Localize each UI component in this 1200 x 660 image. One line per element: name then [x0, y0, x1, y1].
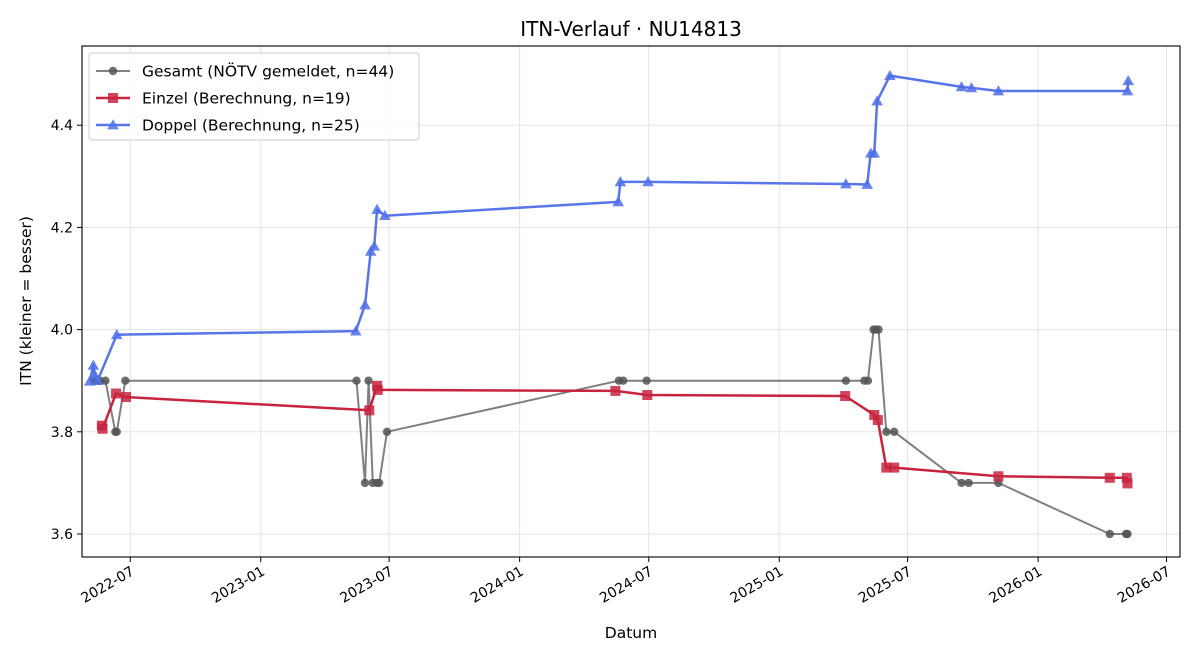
data-point [618, 376, 628, 385]
data-point [884, 69, 896, 80]
data-point [610, 385, 621, 396]
data-point [364, 245, 377, 256]
data-point [874, 325, 883, 334]
data-point [1123, 529, 1132, 539]
y-axis-label: ITN (kleiner = besser) [17, 216, 35, 386]
data-point [101, 376, 110, 385]
data-point [368, 240, 381, 251]
data-point [1121, 472, 1132, 483]
legend-label: Einzel (Berechnung, n=19) [142, 90, 351, 108]
data-point [1104, 472, 1115, 483]
data-point [868, 147, 881, 158]
data-point [84, 375, 96, 386]
data-point [840, 391, 851, 402]
data-point [955, 81, 968, 92]
data-point [112, 427, 121, 437]
chart-title: ITN-Verlauf · NU14813 [520, 17, 742, 41]
data-point [372, 384, 383, 395]
data-point [642, 376, 651, 385]
data-point [349, 325, 362, 336]
data-point [882, 427, 891, 437]
data-point [840, 178, 852, 189]
y-tick-label: 3.6 [51, 527, 73, 543]
data-point [1122, 74, 1135, 86]
legend-swatch-marker [107, 119, 119, 130]
data-point [642, 176, 654, 187]
legend-swatch-marker [108, 93, 118, 103]
data-point [97, 423, 108, 434]
chart-legend: Gesamt (NÖTV gemeldet, n=44) Einzel (Bere… [88, 52, 420, 141]
data-point [871, 95, 883, 106]
legend-box [88, 52, 420, 141]
data-point [374, 478, 384, 488]
legend-label: Gesamt (NÖTV gemeldet, n=44) [142, 62, 394, 81]
data-point [1105, 529, 1114, 539]
y-axis-ticks: 3.6 3.8 4.0 4.2 4.4 [51, 118, 82, 543]
series-layer [84, 69, 1135, 539]
data-point [111, 388, 122, 399]
data-point [120, 392, 131, 403]
data-point [121, 376, 130, 385]
data-point [841, 376, 851, 385]
data-point [965, 82, 978, 93]
data-point [360, 478, 370, 488]
data-point [642, 390, 653, 401]
data-point [91, 374, 104, 386]
legend-item: Einzel (Berechnung, n=19) [96, 90, 351, 108]
data-point [861, 178, 873, 189]
series-3 [84, 69, 1135, 386]
data-point [863, 376, 873, 385]
legend-item: Gesamt (NÖTV gemeldet, n=44) [96, 62, 394, 81]
legend-item: Doppel (Berechnung, n=25) [96, 117, 360, 135]
data-point [1121, 85, 1134, 96]
data-point [869, 409, 880, 420]
data-point [352, 376, 361, 385]
data-point [359, 299, 371, 310]
data-point [382, 427, 392, 437]
data-point [371, 203, 383, 214]
plot-frame [81, 45, 1181, 558]
data-point [87, 359, 100, 370]
data-point [993, 471, 1004, 482]
data-point [872, 415, 883, 426]
y-tick-label: 4.4 [51, 118, 73, 134]
data-point [379, 209, 391, 221]
data-point [881, 462, 892, 473]
legend-label: Doppel (Berechnung, n=25) [142, 117, 360, 135]
y-tick-label: 3.8 [51, 425, 73, 441]
data-point [110, 328, 123, 340]
data-point [889, 462, 900, 473]
x-axis-label: Datum [605, 624, 657, 642]
data-point [614, 176, 627, 187]
y-tick-label: 4.2 [51, 220, 73, 236]
data-point [992, 85, 1005, 96]
y-tick-label: 4.0 [51, 323, 73, 339]
data-point [612, 196, 625, 207]
data-point [1122, 478, 1133, 489]
series-2 [96, 380, 1133, 489]
data-point [889, 427, 899, 437]
legend-swatch-marker [108, 66, 118, 76]
data-point [364, 376, 373, 385]
data-point [957, 478, 966, 488]
data-point [364, 405, 375, 416]
data-point [964, 478, 973, 488]
